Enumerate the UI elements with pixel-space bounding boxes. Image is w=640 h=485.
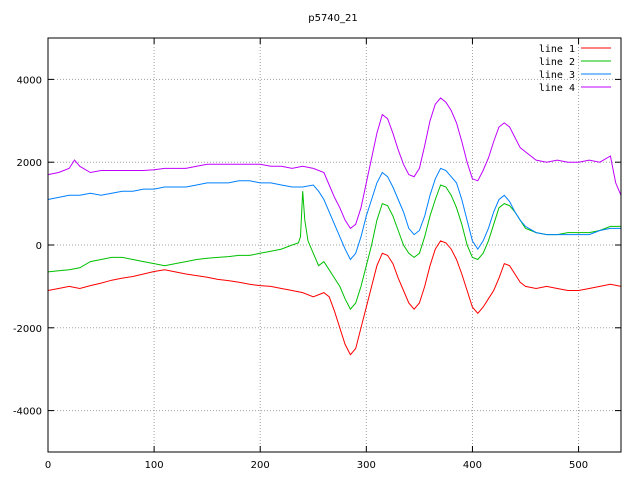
y-tick-label: 2000 [17, 158, 42, 169]
legend-label: line 3 [539, 70, 575, 81]
axes: 0 100 200 300 400 500 -4000 -2000 0 2000 4000 [13, 38, 621, 471]
grid-lines [48, 38, 621, 452]
legend-label: line 2 [539, 57, 575, 68]
chart-title: p5740_21 [308, 13, 358, 24]
series-line-2 [47, 184, 621, 311]
x-tick-label: 300 [357, 460, 376, 471]
x-tick-label: 200 [251, 460, 270, 471]
x-tick-label: 0 [45, 460, 51, 471]
y-tick-label: 0 [36, 241, 42, 252]
plot-frame [47, 37, 622, 453]
x-tick-label: 100 [145, 460, 164, 471]
y-tick-label: 4000 [17, 75, 42, 86]
series-line-4 [47, 97, 622, 230]
legend: line 1 line 2 line 3 line 4 [539, 44, 611, 94]
y-tick-label: -4000 [13, 407, 42, 418]
series-line-3 [47, 167, 621, 261]
series-group [47, 97, 622, 356]
y-tick-label: -2000 [13, 324, 42, 335]
x-tick-label: 500 [569, 460, 588, 471]
legend-label: line 1 [539, 44, 575, 55]
series-line-1 [47, 240, 622, 356]
legend-label: line 4 [539, 83, 575, 94]
x-tick-label: 400 [463, 460, 482, 471]
